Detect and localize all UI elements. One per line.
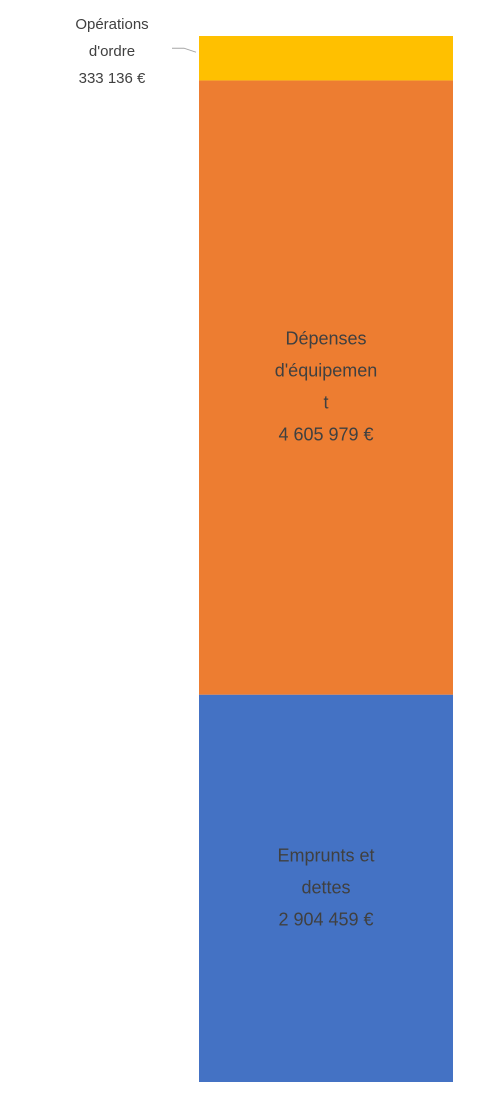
label-line: d'ordre — [89, 43, 135, 60]
label-line: Opérations — [75, 16, 148, 33]
leader-line — [172, 47, 197, 53]
data-label: 333 136 € — [79, 70, 146, 87]
label-line: Emprunts et — [277, 845, 374, 865]
label-line: Dépenses — [285, 328, 366, 348]
label-line: dettes — [301, 877, 350, 897]
data-label: 2 904 459 € — [278, 909, 373, 929]
bar-segment — [199, 36, 453, 81]
data-label: Opérations d'ordre — [75, 16, 148, 60]
label-line: 333 136 € — [79, 70, 146, 87]
label-line: d'équipemen — [275, 360, 378, 380]
label-line: t — [323, 392, 328, 412]
label-line: 2 904 459 € — [278, 909, 373, 929]
data-label: Emprunts et dettes — [277, 845, 374, 897]
label-line: 4 605 979 € — [278, 424, 373, 444]
data-label: Dépenses d'équipemen t — [275, 328, 378, 412]
bar-segment — [199, 694, 453, 1082]
bar-segment — [199, 80, 453, 695]
data-label: 4 605 979 € — [278, 424, 373, 444]
